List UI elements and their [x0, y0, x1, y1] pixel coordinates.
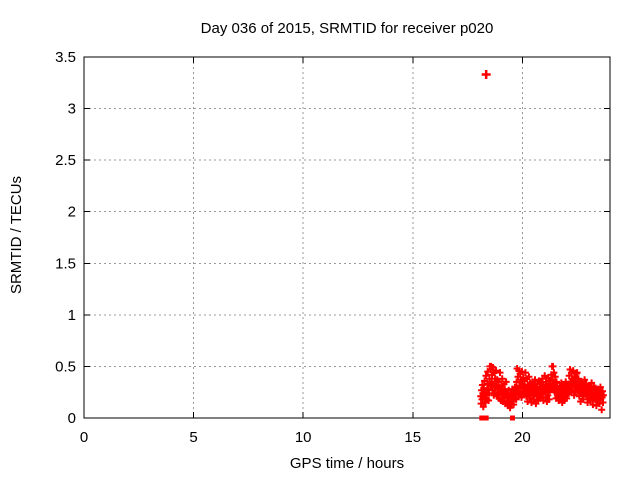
- y-tick-label: 3: [68, 101, 76, 118]
- data-points: [477, 362, 607, 414]
- x-tick-label: 5: [189, 429, 197, 446]
- y-tick-label: 2.5: [55, 152, 76, 169]
- zero-point: [509, 415, 515, 421]
- x-tick-label: 20: [514, 429, 531, 446]
- grid-lines: [84, 57, 610, 418]
- axis-ticks: [83, 56, 610, 419]
- tick-labels: 0 5 10 15 20 0 0.5 1 1.5 2 2.5 3 3.5: [55, 49, 531, 446]
- outlier-point: [481, 70, 491, 80]
- chart-title: Day 036 of 2015, SRMTID for receiver p02…: [201, 20, 494, 37]
- y-tick-label: 1: [68, 307, 76, 324]
- x-axis-label: GPS time / hours: [290, 455, 404, 472]
- x-tick-label: 15: [404, 429, 421, 446]
- x-tick-label: 10: [295, 429, 312, 446]
- y-tick-label: 3.5: [55, 49, 76, 66]
- x-tick-label: 0: [80, 429, 88, 446]
- zero-point: [479, 415, 485, 421]
- zero-point: [483, 415, 489, 421]
- y-tick-label: 2: [68, 204, 76, 221]
- data-points-layer: [477, 70, 607, 421]
- y-tick-label: 0.5: [55, 358, 76, 375]
- y-tick-label: 1.5: [55, 255, 76, 272]
- y-tick-label: 0: [68, 410, 76, 427]
- plot-border: [83, 56, 611, 419]
- y-axis-label: SRMTID / TECUs: [8, 176, 25, 294]
